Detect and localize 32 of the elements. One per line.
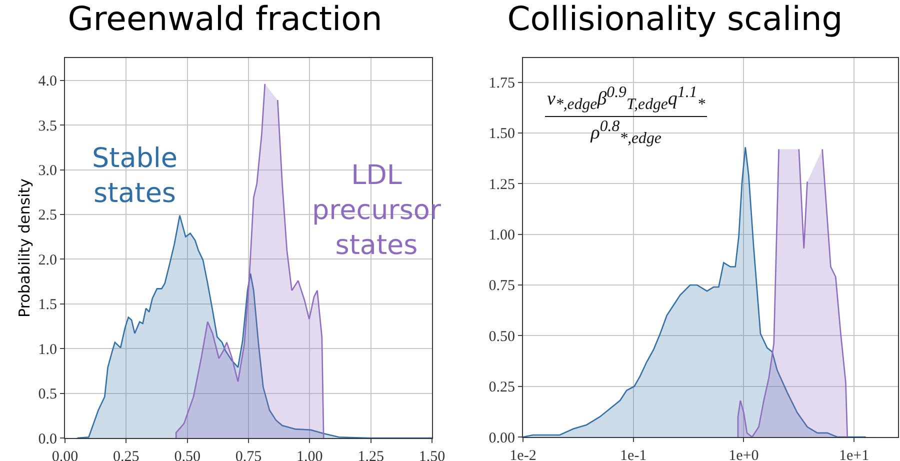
y-tick-label: 0.5	[38, 386, 57, 403]
x-tick-label: 1e+0	[728, 448, 759, 461]
y-tick-label: 0.50	[488, 328, 515, 345]
y-axis-title: Probability density	[16, 178, 34, 318]
y-tick-label: 1.5	[38, 297, 57, 314]
y-tick-label: 1.00	[488, 228, 515, 244]
x-tick-label: 1e+1	[839, 448, 870, 461]
y-tick-label: 1.50	[488, 126, 515, 142]
x-tick-label: 1e-2	[510, 448, 536, 461]
y-tick-label: 2.5	[38, 208, 57, 224]
y-tick-label: 1.0	[38, 342, 57, 358]
x-tick-label: 0.50	[174, 449, 200, 461]
y-tick-label: 0.75	[488, 278, 515, 294]
chart-title: Collisionality scaling	[507, 0, 843, 38]
chart-title: Greenwald fraction	[68, 0, 382, 38]
y-tick-label: 0.25	[488, 380, 515, 396]
x-tick-label: 1.25	[358, 449, 384, 461]
x-tick-label: 1e-1	[620, 448, 647, 461]
x-tick-label: 1.50	[418, 449, 446, 461]
x-tick-label: 1.00	[296, 449, 323, 461]
x-tick-label: 0.00	[52, 449, 78, 461]
y-tick-label: 1.75	[488, 76, 515, 92]
y-tick-label: 4.0	[38, 74, 57, 90]
y-tick-label: 0.00	[488, 430, 515, 446]
y-tick-label: 1.25	[488, 176, 515, 193]
y-tick-label: 0.0	[38, 431, 57, 448]
y-tick-label: 3.0	[38, 163, 57, 180]
y-tick-label: 2.0	[38, 252, 57, 268]
series-label: Stable states	[92, 143, 178, 210]
x-tick-label: 0.25	[113, 449, 140, 461]
x-tick-label: 0.75	[235, 449, 262, 461]
y-tick-label: 3.5	[38, 118, 57, 134]
